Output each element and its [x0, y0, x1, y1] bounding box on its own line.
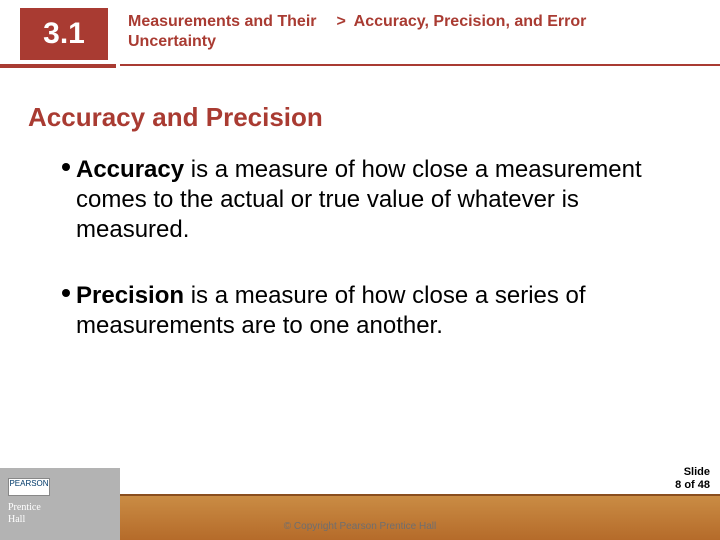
bullet-content: Accuracy is a measure of how close a mea…	[70, 155, 670, 245]
bullet-content: Precision is a measure of how close a se…	[70, 281, 670, 341]
page-heading: Accuracy and Precision	[28, 102, 323, 133]
pearson-logo: PEARSON	[8, 478, 50, 496]
bullet-precision: Precision is a measure of how close a se…	[70, 281, 670, 341]
bullet-dot-icon	[62, 289, 70, 297]
footer-bar	[120, 496, 720, 540]
bullet-term: Accuracy	[76, 156, 184, 183]
slide-label: Slide	[675, 466, 710, 479]
slide-of: 8 of 48	[675, 479, 710, 492]
body-content: Accuracy is a measure of how close a mea…	[70, 155, 670, 377]
bullet-term: Precision	[76, 282, 184, 309]
section-number: 3.1	[43, 17, 85, 51]
section-underline	[0, 64, 116, 68]
breadcrumb: Measurements and Their Uncertainty > Acc…	[128, 12, 688, 52]
slide-counter: Slide 8 of 48	[675, 466, 710, 492]
breadcrumb-separator: >	[336, 13, 345, 30]
breadcrumb-chapter: Measurements and Their Uncertainty	[128, 12, 328, 52]
breadcrumb-topic: Accuracy, Precision, and Error	[354, 13, 587, 30]
bullet-dot-icon	[62, 163, 70, 171]
copyright-text: © Copyright Pearson Prentice Hall	[0, 521, 720, 532]
breadcrumb-underline	[120, 64, 720, 66]
section-number-box: 3.1	[20, 8, 108, 60]
top-bar: 3.1 Measurements and Their Uncertainty >…	[0, 0, 720, 70]
bullet-accuracy: Accuracy is a measure of how close a mea…	[70, 155, 670, 245]
